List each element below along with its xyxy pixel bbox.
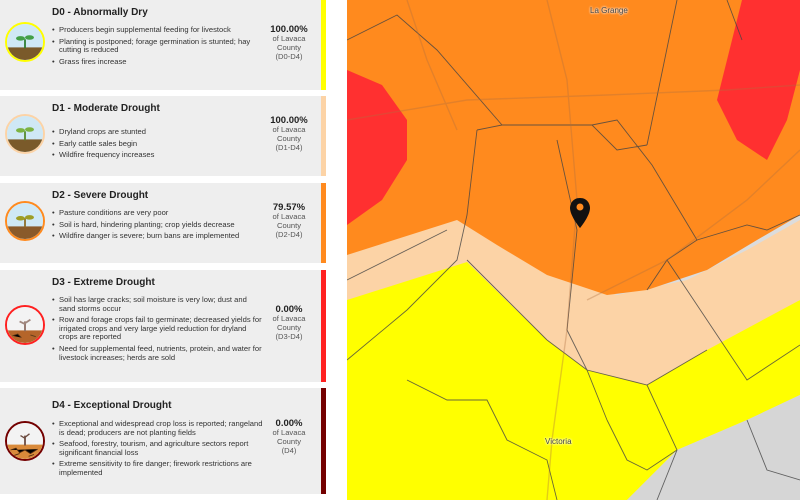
road-lines <box>347 0 800 500</box>
drought-legend-panel: D0 - Abnormally Dry Producers begin supp… <box>0 0 328 500</box>
d2-region <box>347 0 800 295</box>
category-card-d1: D1 - Moderate Drought Dryland crops are … <box>0 96 326 176</box>
impact-item: Planting is postponed; forage germinatio… <box>52 37 264 55</box>
d3-region-west <box>347 70 407 225</box>
map-pin-icon[interactable] <box>570 198 590 228</box>
category-color-stripe <box>321 388 326 494</box>
dead-sprout-cracked-soil-icon <box>5 421 45 461</box>
seedling-wilting-icon <box>5 201 45 241</box>
impact-list: Soil has large cracks; soil moisture is … <box>52 295 264 365</box>
county-borders <box>347 0 800 500</box>
coverage-label: of Lavaca County <box>272 428 306 446</box>
category-card-d3: D3 - Extreme Drought Soil has large crac… <box>0 270 326 382</box>
category-title: D0 - Abnormally Dry <box>52 7 148 18</box>
category-card-d4: D4 - Exceptional Drought Exceptional and… <box>0 388 326 494</box>
impact-item: Producers begin supplemental feeding for… <box>52 25 264 35</box>
impact-item: Row and forage crops fail to germinate; … <box>52 315 264 342</box>
impact-list: Producers begin supplemental feeding for… <box>52 25 264 69</box>
impact-item: Soil has large cracks; soil moisture is … <box>52 295 264 313</box>
impact-list: Dryland crops are stunted Early cattle s… <box>52 127 264 163</box>
impact-item: Wildfire frequency increases <box>52 151 264 160</box>
dry-sprout-icon <box>5 305 45 345</box>
category-color-stripe <box>321 0 326 90</box>
coverage-range: (D4) <box>281 446 297 455</box>
impact-item: Need for supplemental feed, nutrients, p… <box>52 344 264 362</box>
d3-region-east <box>717 0 800 160</box>
coverage-percent: 0.00% <box>275 418 303 429</box>
no-data-region <box>627 395 800 500</box>
coverage-range: (D2-D4) <box>275 230 303 239</box>
seedling-green-icon <box>5 22 45 62</box>
category-title: D3 - Extreme Drought <box>52 277 155 288</box>
map-canvas[interactable] <box>347 0 800 500</box>
city-label-victoria: Victoria <box>545 437 572 446</box>
coverage-percent: 100.00% <box>270 24 308 35</box>
category-title: D1 - Moderate Drought <box>52 103 160 114</box>
impact-item: Grass fires increase <box>52 57 264 67</box>
city-label-la-grange: La Grange <box>590 6 628 15</box>
coverage-stat: 0.00% of Lavaca County (D3-D4) <box>262 305 316 341</box>
seedling-pale-icon <box>5 114 45 154</box>
coverage-stat: 79.57% of Lavaca County (D2-D4) <box>262 203 316 239</box>
coverage-range: (D0-D4) <box>275 52 303 61</box>
impact-list: Exceptional and widespread crop loss is … <box>52 419 264 481</box>
coverage-range: (D1-D4) <box>275 143 303 152</box>
category-title: D2 - Severe Drought <box>52 190 149 201</box>
coverage-percent: 79.57% <box>272 202 306 213</box>
impact-item: Wildfire danger is severe; burn bans are… <box>52 232 264 241</box>
coverage-label: of Lavaca County <box>272 212 306 230</box>
category-title: D4 - Exceptional Drought <box>52 400 172 411</box>
drought-map[interactable]: La Grange Victoria <box>347 0 800 500</box>
category-card-d2: D2 - Severe Drought Pasture conditions a… <box>0 183 326 263</box>
impact-item: Soil is hard, hindering planting; crop y… <box>52 220 264 230</box>
d0-region <box>347 255 800 500</box>
coverage-percent: 100.00% <box>270 115 308 126</box>
impact-item: Early cattle sales begin <box>52 139 264 149</box>
coverage-label: of Lavaca County <box>272 314 306 332</box>
impact-item: Seafood, forestry, tourism, and agricult… <box>52 439 264 457</box>
impact-item: Pasture conditions are very poor <box>52 208 264 218</box>
category-card-d0: D0 - Abnormally Dry Producers begin supp… <box>0 0 326 90</box>
category-color-stripe <box>321 270 326 382</box>
coverage-percent: 0.00% <box>275 304 303 315</box>
impact-item: Dryland crops are stunted <box>52 127 264 137</box>
coverage-label: of Lavaca County <box>272 34 306 52</box>
d1-region <box>347 215 800 385</box>
coverage-stat: 100.00% of Lavaca County (D0-D4) <box>262 25 316 61</box>
impact-list: Pasture conditions are very poor Soil is… <box>52 208 264 244</box>
category-color-stripe <box>321 183 326 263</box>
impact-item: Exceptional and widespread crop loss is … <box>52 419 264 437</box>
coverage-stat: 0.00% of Lavaca County (D4) <box>262 419 316 455</box>
coverage-stat: 100.00% of Lavaca County (D1-D4) <box>262 116 316 152</box>
category-color-stripe <box>321 96 326 176</box>
coverage-label: of Lavaca County <box>272 125 306 143</box>
impact-item: Extreme sensitivity to fire danger; fire… <box>52 460 264 477</box>
coverage-range: (D3-D4) <box>275 332 303 341</box>
